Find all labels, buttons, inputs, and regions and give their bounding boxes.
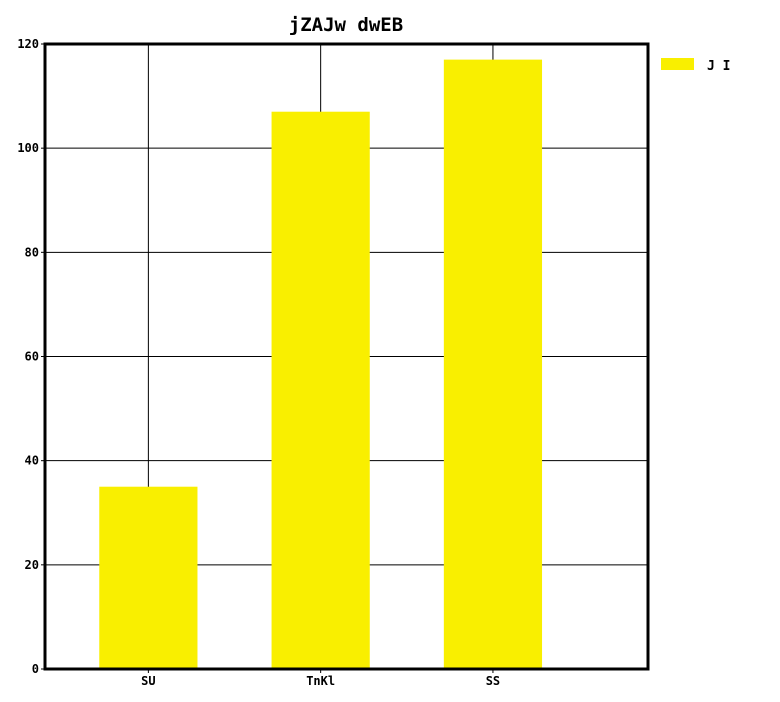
y-tick-label: 80	[25, 245, 39, 259]
legend-swatch	[661, 58, 694, 70]
x-tick-label: TnKl	[306, 674, 335, 688]
legend-label: J I	[707, 59, 730, 74]
y-tick-label: 120	[17, 37, 39, 51]
legend: J I	[661, 58, 730, 74]
x-tick-label: SS	[486, 674, 500, 688]
bar-tnkl	[271, 111, 370, 670]
x-tick-label: SU	[141, 674, 155, 688]
bar-ss	[443, 59, 543, 669]
y-tick-label: 20	[25, 558, 39, 572]
bar-series	[99, 59, 543, 670]
bar-su	[99, 486, 198, 669]
chart-title: jZAJw dwEB	[289, 14, 403, 36]
y-axis: 0 20 40 60 80 100 120	[17, 37, 45, 676]
y-tick-label: 0	[32, 662, 39, 676]
y-tick-label: 60	[25, 350, 39, 364]
y-tick-label: 40	[25, 454, 39, 468]
x-axis: SU TnKl SS	[141, 669, 500, 688]
y-tick-label: 100	[17, 141, 39, 155]
